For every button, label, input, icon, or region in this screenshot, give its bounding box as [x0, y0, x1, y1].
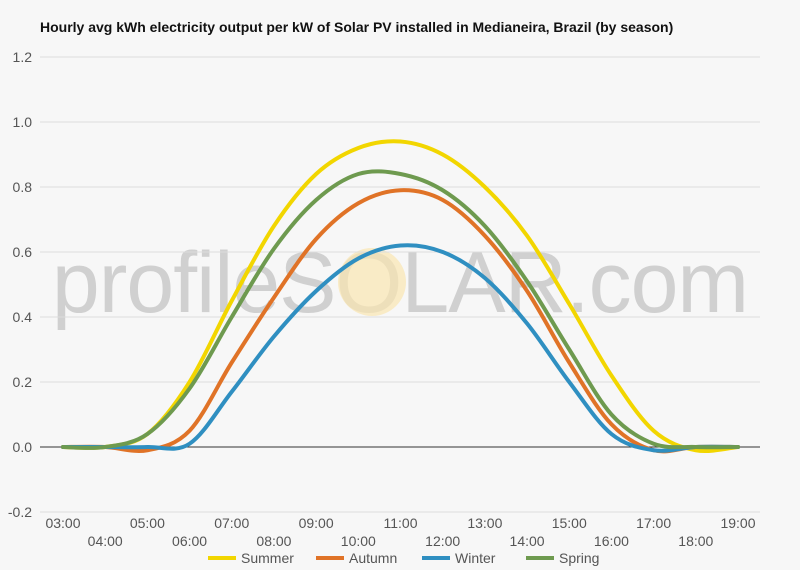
series-line-spring — [61, 169, 740, 450]
y-tick-label: 0.8 — [13, 179, 33, 195]
x-tick-label: 17:00 — [636, 515, 671, 531]
x-tick-label: 10:00 — [341, 533, 376, 549]
x-tick-label: 19:00 — [720, 515, 755, 531]
y-tick-label: -0.2 — [8, 504, 32, 520]
x-tick-label: 08:00 — [256, 533, 291, 549]
x-tick-label: 03:00 — [45, 515, 80, 531]
x-tick-label: 07:00 — [214, 515, 249, 531]
series-line-winter — [61, 243, 740, 453]
x-tick-label: 12:00 — [425, 533, 460, 549]
x-tick-label: 06:00 — [172, 533, 207, 549]
x-tick-label: 15:00 — [552, 515, 587, 531]
x-tick-label: 05:00 — [130, 515, 165, 531]
x-tick-label: 09:00 — [299, 515, 334, 531]
y-tick-label: 1.0 — [13, 114, 33, 130]
legend-label-winter: Winter — [455, 550, 496, 566]
y-tick-label: 1.2 — [13, 49, 33, 65]
y-tick-label: 0.2 — [13, 374, 33, 390]
x-tick-label: 18:00 — [678, 533, 713, 549]
x-tick-label: 04:00 — [88, 533, 123, 549]
legend-label-autumn: Autumn — [349, 550, 397, 566]
x-tick-label: 14:00 — [510, 533, 545, 549]
x-tick-label: 16:00 — [594, 533, 629, 549]
legend-label-spring: Spring — [559, 550, 599, 566]
series-line-autumn — [61, 188, 740, 454]
series-line-summer — [61, 139, 740, 453]
chart-title: Hourly avg kWh electricity output per kW… — [40, 19, 674, 35]
x-tick-label: 11:00 — [384, 515, 418, 531]
y-tick-label: 0.0 — [13, 439, 33, 455]
watermark-sun-icon — [338, 248, 406, 316]
y-tick-label: 0.4 — [13, 309, 33, 325]
x-tick-label: 13:00 — [467, 515, 502, 531]
y-tick-label: 0.6 — [13, 244, 33, 260]
legend-label-summer: Summer — [241, 550, 294, 566]
